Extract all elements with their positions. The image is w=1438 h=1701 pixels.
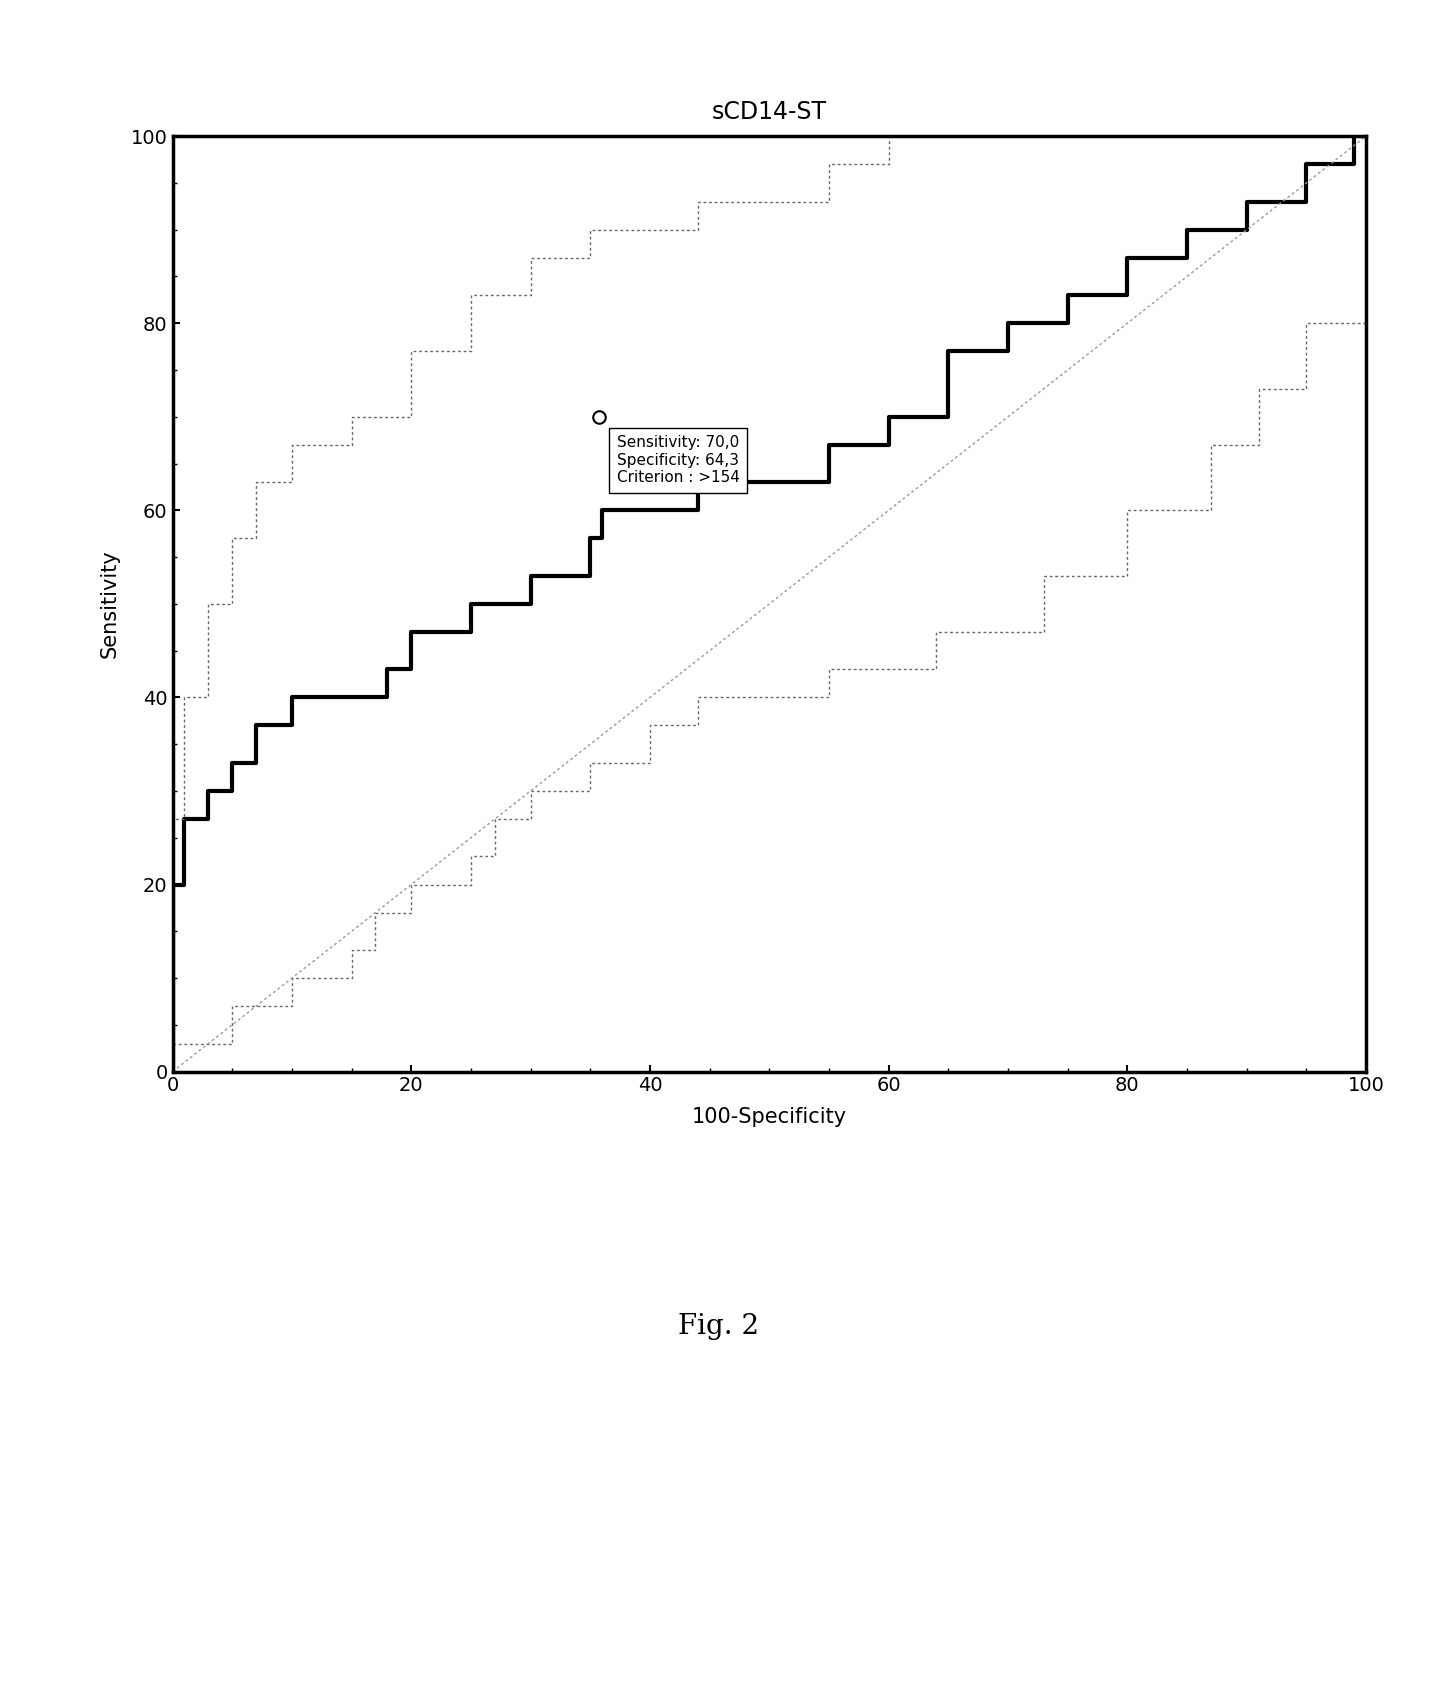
Y-axis label: Sensitivity: Sensitivity — [99, 549, 119, 658]
Text: Sensitivity: 70,0
Specificity: 64,3
Criterion : >154: Sensitivity: 70,0 Specificity: 64,3 Crit… — [617, 435, 739, 485]
X-axis label: 100-Specificity: 100-Specificity — [692, 1107, 847, 1126]
Title: sCD14-ST: sCD14-ST — [712, 100, 827, 124]
Text: Fig. 2: Fig. 2 — [679, 1313, 759, 1340]
